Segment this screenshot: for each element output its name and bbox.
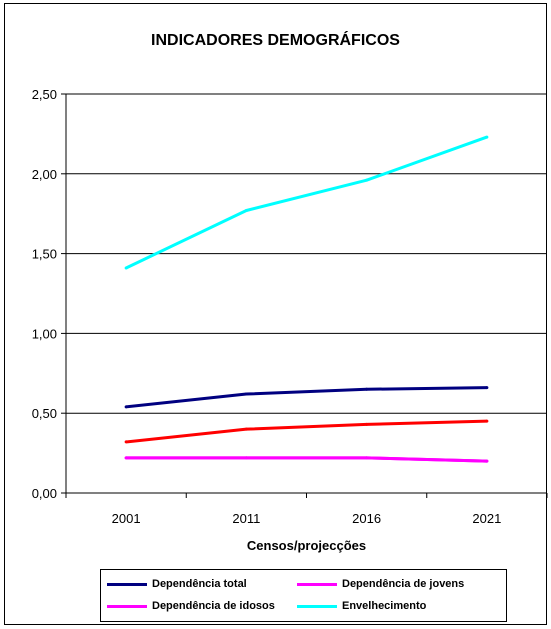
data-point (124, 266, 128, 270)
legend: Dependência total Dependência de jovens … (100, 569, 507, 622)
legend-item-dependencia-idosos: Dependência de idosos (107, 597, 275, 615)
series-line-4 (125, 135, 488, 270)
data-point (485, 135, 489, 139)
x-axis-title: Censos/projecções (246, 538, 367, 553)
legend-item-dependencia-total: Dependência total (107, 575, 247, 593)
data-point (244, 392, 248, 396)
series-line-0 (125, 386, 487, 409)
data-point (485, 419, 489, 423)
x-tick-label: 2016 (352, 511, 381, 526)
legend-swatch (297, 582, 337, 586)
data-point (244, 209, 248, 213)
x-tick-label: 2011 (232, 511, 260, 526)
legend-item-envelhecimento: Envelhecimento (297, 597, 426, 615)
data-point (485, 459, 489, 463)
data-point (244, 456, 248, 460)
y-tick-label: 1,50 (32, 247, 57, 262)
series-line-3 (126, 456, 487, 463)
legend-label: Dependência de idosos (152, 600, 275, 612)
data-point (365, 422, 369, 426)
data-point (124, 405, 128, 409)
y-tick-label: 2,50 (32, 87, 57, 102)
grid-layer (66, 93, 547, 414)
series-layer (124, 135, 489, 463)
legend-swatch (107, 582, 147, 586)
x-tick-label: 2001 (112, 511, 141, 526)
legend-label: Envelhecimento (342, 600, 427, 612)
data-point (365, 178, 369, 182)
data-point (244, 427, 248, 431)
data-point (365, 387, 369, 391)
legend-swatch (297, 604, 337, 608)
y-tick-label: 0,50 (32, 406, 57, 421)
legend-label: Dependência de jovens (342, 578, 465, 590)
series-line-1 (125, 419, 487, 444)
x-tick-label: 2021 (472, 511, 501, 526)
data-point (365, 456, 369, 460)
data-point (124, 456, 128, 460)
data-point (124, 440, 128, 444)
y-tick-label: 1,00 (32, 326, 57, 341)
axis-layer: 0,00 0,50 1,00 1,50 2,00 2,50 2001 2011 2016 2021 (32, 87, 548, 526)
legend-item-dependencia-jovens: Dependência de jovens (297, 575, 464, 593)
data-point (485, 386, 489, 390)
legend-swatch (107, 604, 147, 608)
y-tick-label: 0,00 (32, 486, 57, 501)
chart-frame (4, 3, 547, 625)
chart-title: INDICADORES DEMOGRÁFICOS (151, 32, 400, 49)
legend-label: Dependência total (152, 578, 247, 590)
y-tick-label: 2,00 (32, 167, 57, 182)
